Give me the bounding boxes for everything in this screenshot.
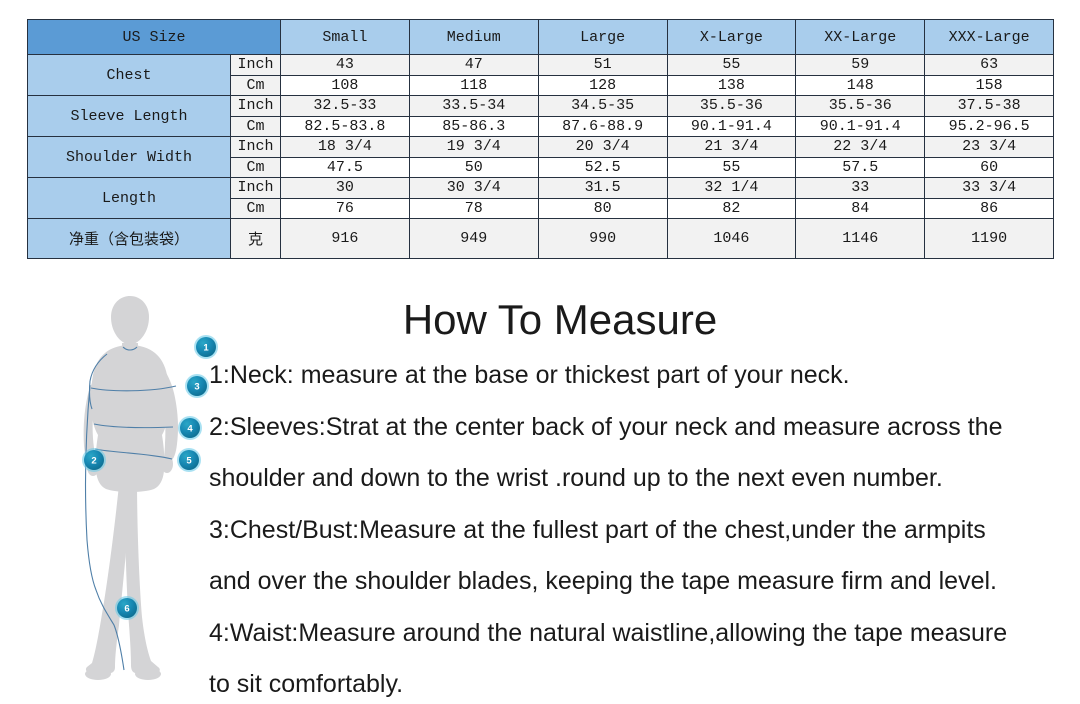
svg-text:5: 5 <box>186 456 192 467</box>
svg-text:3: 3 <box>194 382 199 393</box>
svg-text:2: 2 <box>91 456 96 467</box>
svg-text:4: 4 <box>187 424 193 435</box>
svg-text:6: 6 <box>124 604 129 615</box>
